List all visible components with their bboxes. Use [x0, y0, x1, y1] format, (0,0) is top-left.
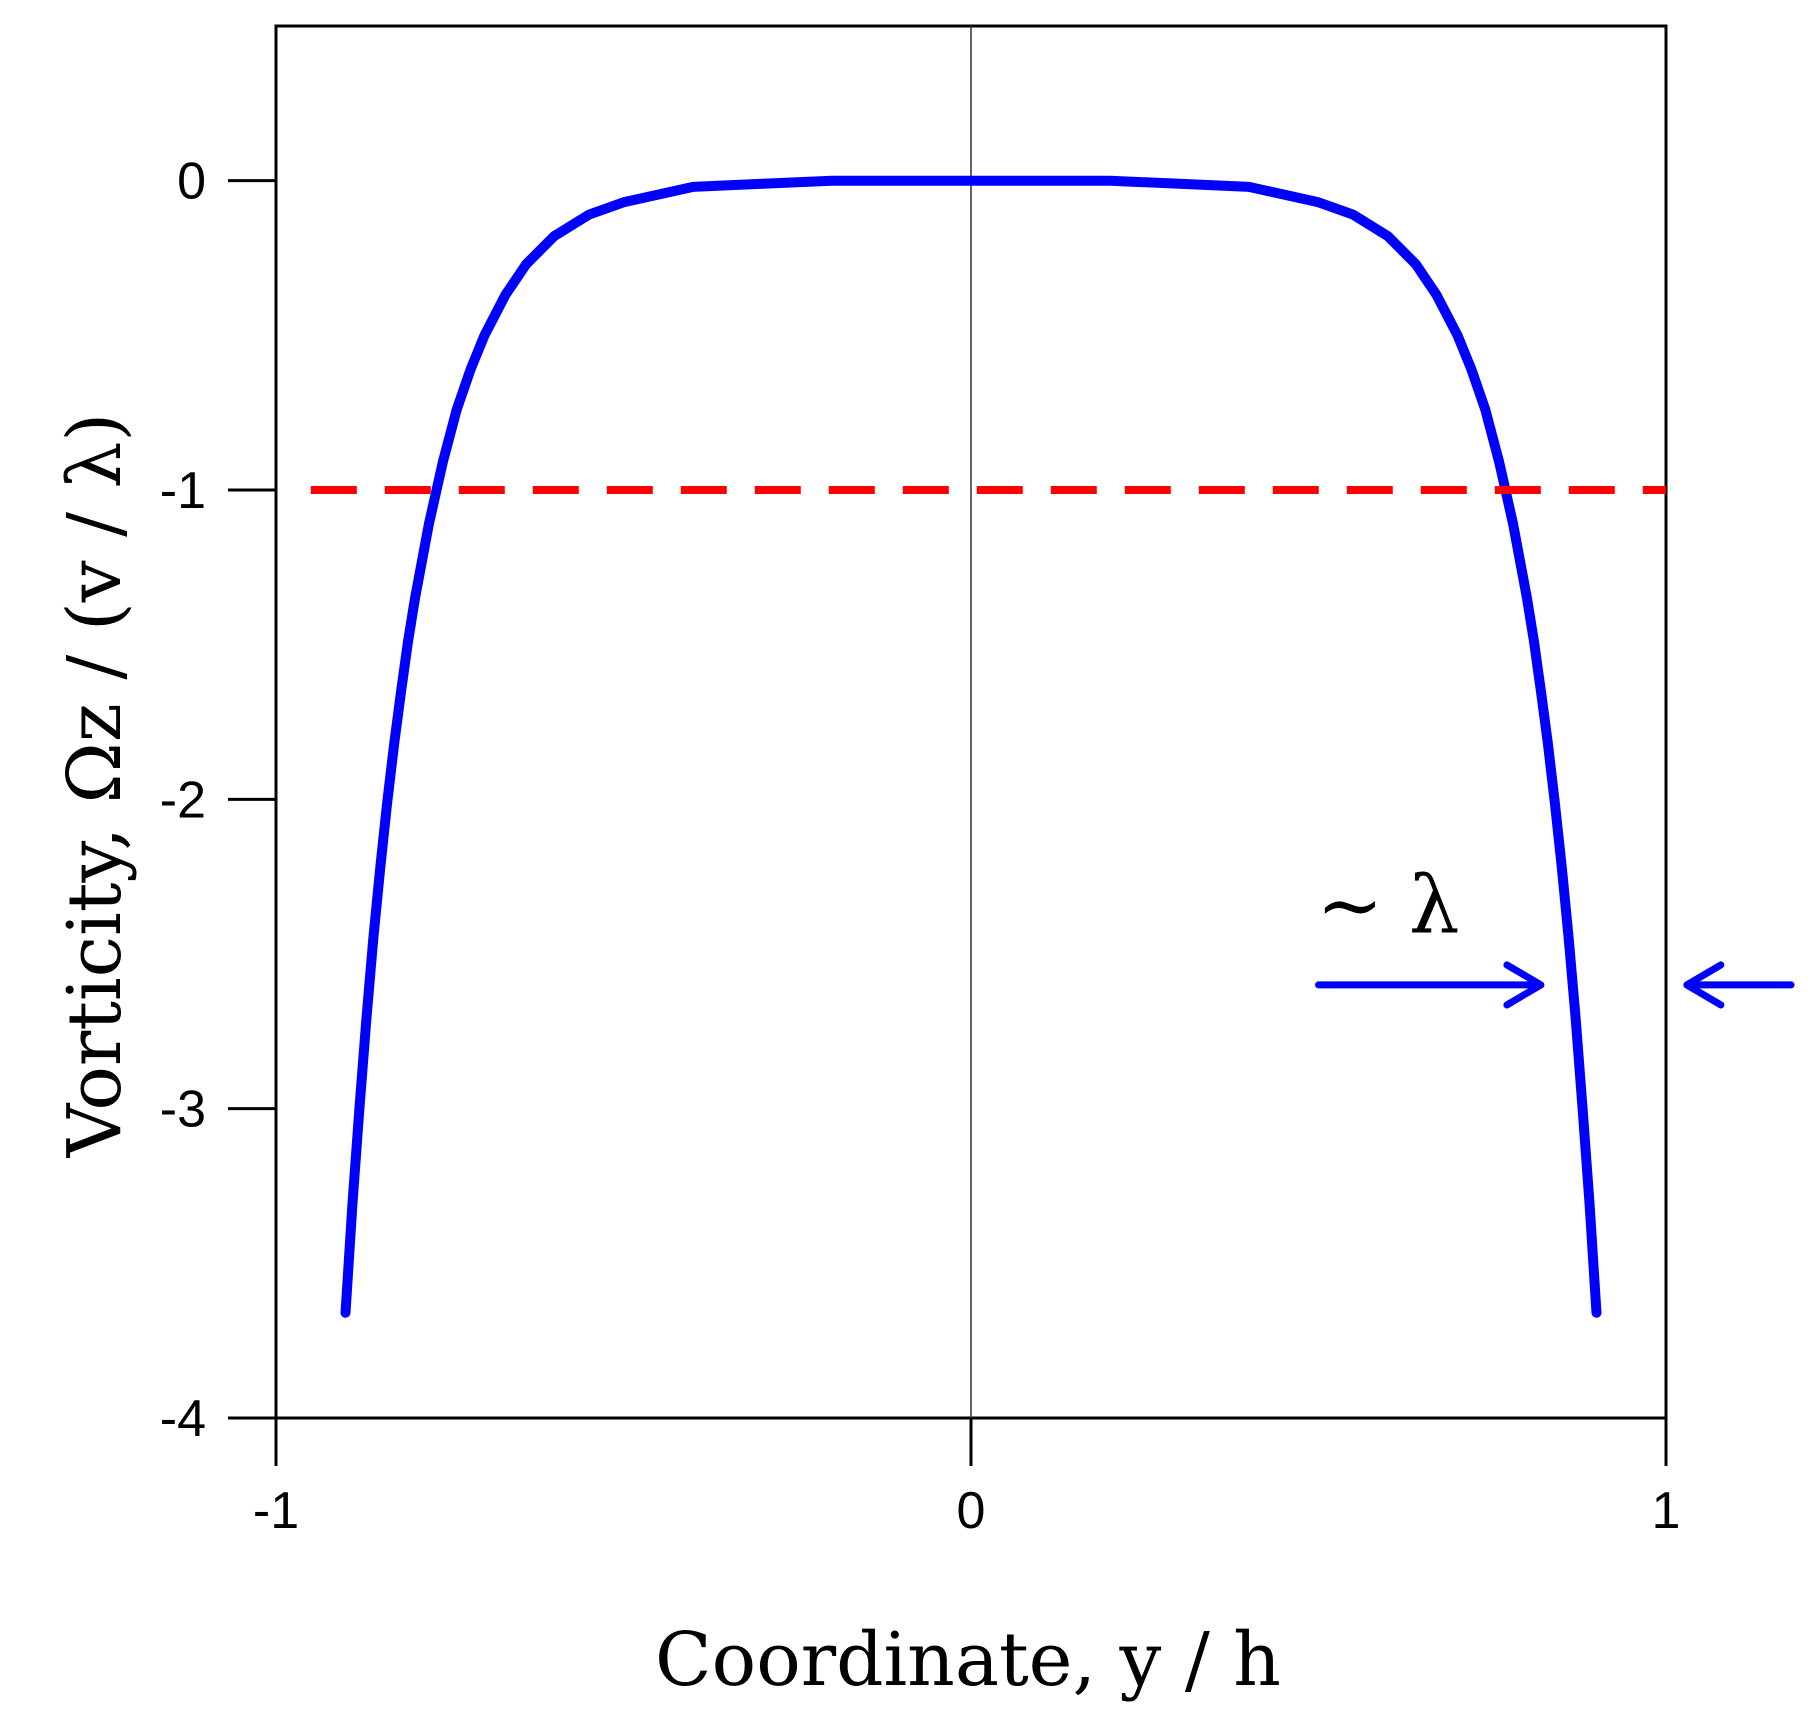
y-tick-label: -2	[160, 771, 206, 829]
lambda-annotation: ~ λ	[1316, 858, 1459, 951]
y-tick-label: -1	[160, 462, 206, 520]
vorticity-curve	[340, 175, 1602, 1318]
width-arrow	[1315, 961, 1545, 1009]
x-tick-label: 1	[1652, 1482, 1681, 1540]
arrow-head	[1503, 961, 1545, 1009]
y-tick-label: -3	[160, 1081, 206, 1139]
y-tick-label: -4	[160, 1390, 206, 1448]
x-tick-label: 0	[957, 1482, 986, 1540]
y-axis-label: Vorticity, Ωz / (v / λ)	[52, 413, 138, 1159]
x-axis-label: Coordinate, y / h	[655, 1617, 1281, 1703]
arrow-head	[1683, 961, 1725, 1009]
y-tick-label: 0	[177, 153, 206, 211]
width-arrow	[1683, 961, 1795, 1009]
x-tick-label: -1	[253, 1482, 299, 1540]
